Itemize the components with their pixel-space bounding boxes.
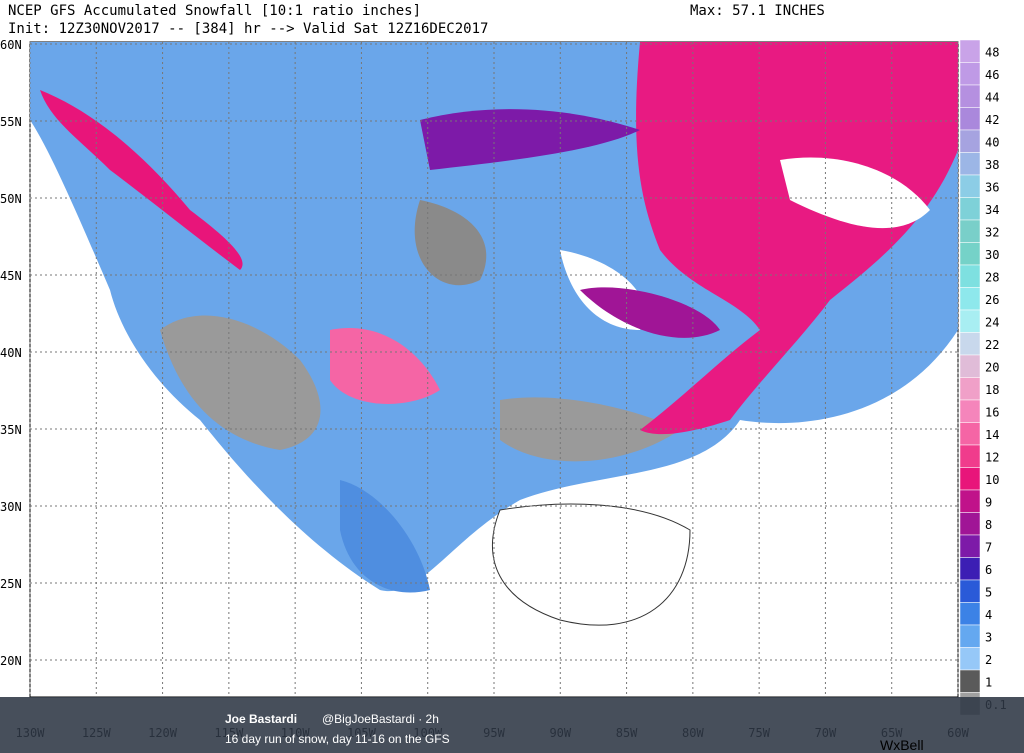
colorbar-swatch (959, 287, 981, 311)
colorbar-swatch (959, 467, 981, 491)
colorbar-swatch (959, 197, 981, 221)
colorbar-label: 4 (985, 608, 992, 622)
snow-pink (330, 328, 440, 404)
lat-label: 60N (0, 38, 22, 52)
lat-label: 30N (0, 500, 22, 514)
colorbar-swatch (959, 444, 981, 468)
colorbar-swatch (959, 602, 981, 626)
colorbar-label: 44 (985, 90, 999, 104)
colorbar-label: 46 (985, 68, 999, 82)
tweet-text: 16 day run of snow, day 11-16 on the GFS (225, 732, 450, 746)
colorbar-swatch (959, 647, 981, 671)
colorbar-label: 22 (985, 338, 999, 352)
colorbar-label: 42 (985, 113, 999, 127)
colorbar-swatch (959, 624, 981, 648)
colorbar-swatch (959, 377, 981, 401)
colorbar-swatch (959, 332, 981, 356)
lat-label: 40N (0, 346, 22, 360)
map-title: NCEP GFS Accumulated Snowfall [10:1 rati… (8, 3, 421, 19)
colorbar-label: 26 (985, 293, 999, 307)
colorbar-label: 2 (985, 653, 992, 667)
snow-pink (40, 90, 243, 270)
lat-label: 25N (0, 577, 22, 591)
colorbar-swatch (959, 489, 981, 513)
snow-blue (340, 480, 430, 593)
colorbar-swatch (959, 219, 981, 243)
colorbar-label: 24 (985, 315, 999, 329)
lat-label: 55N (0, 115, 22, 129)
snow-gray (414, 200, 487, 286)
colorbar-label: 16 (985, 405, 999, 419)
gulf-st-lawrence (780, 157, 930, 229)
colorbar-swatch (959, 242, 981, 266)
colorbar-swatch (959, 39, 981, 63)
colorbar-label: 40 (985, 135, 999, 149)
colorbar-label: 28 (985, 270, 999, 284)
colorbar-swatch (959, 512, 981, 536)
colorbar-swatch (959, 399, 981, 423)
colorbar-swatch (959, 174, 981, 198)
lat-label: 20N (0, 654, 22, 668)
map-max: Max: 57.1 INCHES (690, 3, 825, 19)
tweet-overlay (0, 697, 1024, 753)
colorbar-label: 9 (985, 495, 992, 509)
colorbar-swatch (959, 534, 981, 558)
colorbar-label: 1 (985, 675, 992, 689)
colorbar-label: 20 (985, 360, 999, 374)
colorbar-swatch (959, 579, 981, 603)
colorbar-label: 18 (985, 383, 999, 397)
colorbar-label: 30 (985, 248, 999, 262)
tweet-author[interactable]: Joe Bastardi (225, 712, 297, 726)
lat-label: 50N (0, 192, 22, 206)
colorbar-label: 14 (985, 428, 999, 442)
colorbar-label: 32 (985, 225, 999, 239)
colorbar-swatch (959, 422, 981, 446)
colorbar-swatch (959, 354, 981, 378)
colorbar-swatch (959, 264, 981, 288)
colorbar-label: 12 (985, 450, 999, 464)
lat-label: 45N (0, 269, 22, 283)
colorbar-swatch (959, 669, 981, 693)
colorbar-label: 6 (985, 563, 992, 577)
snow-pink (636, 42, 958, 435)
colorbar-swatch (959, 107, 981, 131)
snow-purple (420, 109, 640, 170)
colorbar-label: 8 (985, 518, 992, 532)
lat-label: 35N (0, 423, 22, 437)
colorbar-swatch (959, 129, 981, 153)
colorbar-label: 36 (985, 180, 999, 194)
snow-purple (580, 287, 720, 338)
colorbar-swatch (959, 152, 981, 176)
watermark: WxBell (880, 737, 924, 753)
colorbar-label: 3 (985, 630, 992, 644)
colorbar-label: 34 (985, 203, 999, 217)
colorbar-swatch (959, 84, 981, 108)
colorbar-label: 5 (985, 585, 992, 599)
tweet-handle[interactable]: @BigJoeBastardi · 2h (322, 712, 439, 726)
snow-gray (160, 315, 321, 450)
colorbar-swatch (959, 557, 981, 581)
colorbar-label: 48 (985, 45, 999, 59)
colorbar-label: 38 (985, 158, 999, 172)
map (29, 41, 959, 698)
colorbar-swatch (959, 62, 981, 86)
colorbar-label: 7 (985, 540, 992, 554)
colorbar-swatch (959, 309, 981, 333)
map-init: Init: 12Z30NOV2017 -- [384] hr --> Valid… (8, 21, 488, 37)
gulf-of-mexico (492, 503, 691, 626)
colorbar-label: 10 (985, 473, 999, 487)
